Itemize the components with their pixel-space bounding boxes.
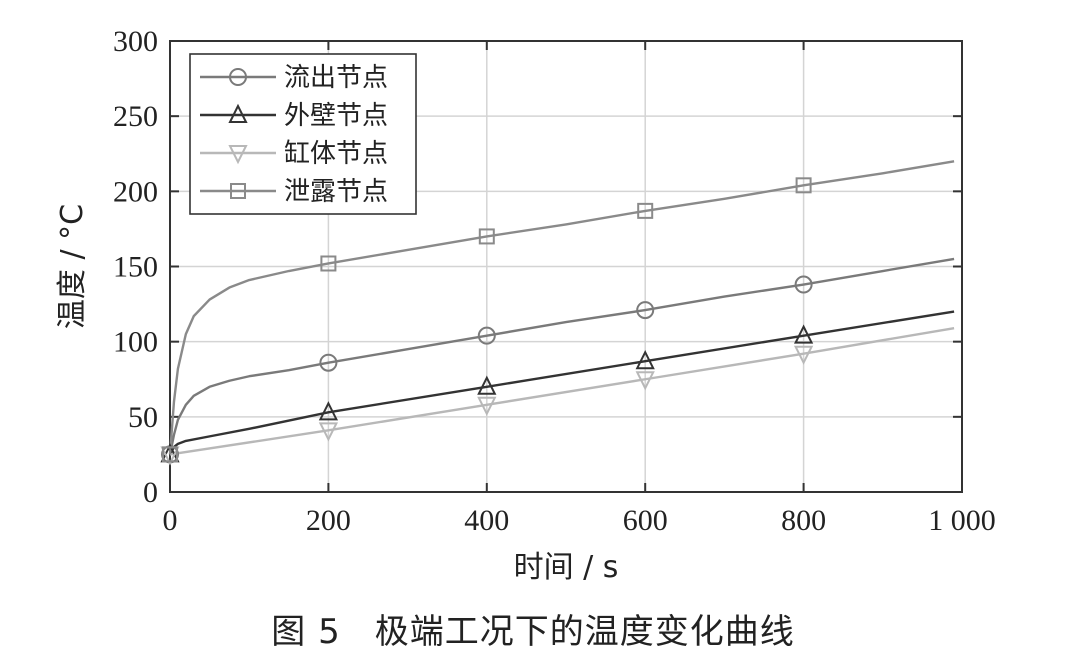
figure-number: 图 5 <box>271 612 341 652</box>
axis-ticks <box>169 40 963 493</box>
x-axis-title: 时间 / s <box>514 550 619 585</box>
series-line <box>168 257 955 455</box>
series-line <box>168 160 955 455</box>
x-tick-label: 400 <box>464 504 509 537</box>
series-line <box>169 326 955 456</box>
series-marker <box>318 401 339 421</box>
legend-marker <box>230 183 246 199</box>
series-marker <box>635 371 655 391</box>
figure-caption: 图 5 极端工况下的温度变化曲线 <box>0 604 1066 653</box>
figure-title: 极端工况下的温度变化曲线 <box>374 612 795 652</box>
series-marker <box>318 422 339 442</box>
series-marker <box>162 446 178 463</box>
legend-marker <box>228 103 248 123</box>
y-tick-label: 300 <box>113 25 158 58</box>
legend-box <box>189 53 417 215</box>
y-tick-label: 100 <box>113 326 158 359</box>
legend-marker <box>229 68 247 86</box>
x-tick-label: 800 <box>781 504 826 537</box>
series-line <box>168 310 955 455</box>
y-axis-tick-labels: 0 50 100 150 200 250 300 <box>113 25 158 509</box>
series-marker <box>793 345 814 365</box>
series-marker <box>637 202 654 219</box>
series-marker <box>477 326 496 345</box>
x-tick-label: 200 <box>306 504 351 537</box>
series-marker <box>320 255 337 272</box>
temperature-chart: 0 200 400 600 800 1 000 0 50 100 150 200 250 300 时间… <box>55 25 996 585</box>
series-marker <box>477 375 497 395</box>
y-axis-title: 温度 / °C <box>55 204 90 329</box>
series-marker <box>793 324 814 344</box>
x-tick-label: 0 <box>163 504 178 537</box>
legend-marker <box>228 145 248 165</box>
x-tick-label: 600 <box>623 504 668 537</box>
series-marker <box>794 275 813 294</box>
y-tick-label: 150 <box>113 251 158 284</box>
legend-label: 泄露节点 <box>284 177 388 207</box>
series-markers <box>160 177 814 466</box>
x-axis-tick-labels: 0 200 400 600 800 1 000 <box>163 504 996 537</box>
y-tick-label: 200 <box>113 175 158 208</box>
series-marker <box>635 349 655 370</box>
series-marker <box>636 301 655 320</box>
series-lines <box>168 160 955 456</box>
legend-label: 外壁节点 <box>284 101 388 131</box>
legend-label: 流出节点 <box>284 63 388 93</box>
series-marker <box>319 353 338 372</box>
series-marker <box>477 396 497 417</box>
series-marker <box>478 228 495 245</box>
y-tick-label: 50 <box>128 401 158 434</box>
legend-label: 缸体节点 <box>284 139 388 169</box>
y-tick-label: 0 <box>143 476 158 509</box>
x-tick-label: 1 000 <box>928 504 996 537</box>
y-tick-label: 250 <box>113 100 158 133</box>
series-marker <box>795 177 812 194</box>
